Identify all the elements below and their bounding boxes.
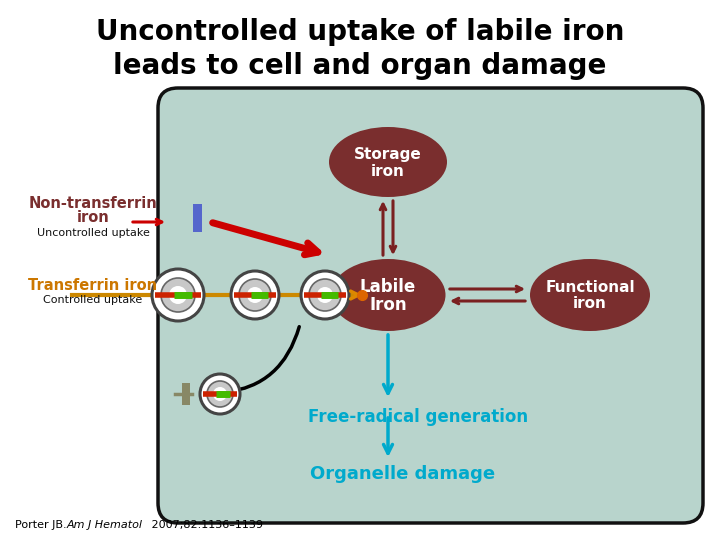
Text: Labile: Labile xyxy=(360,278,416,296)
Text: Functional: Functional xyxy=(545,280,635,294)
Text: Organelle damage: Organelle damage xyxy=(310,465,495,483)
Circle shape xyxy=(309,279,341,311)
Text: Porter JB.: Porter JB. xyxy=(15,520,70,530)
Text: Non-transferrin: Non-transferrin xyxy=(29,196,158,211)
Text: Uncontrolled uptake of labile iron: Uncontrolled uptake of labile iron xyxy=(96,18,624,46)
Circle shape xyxy=(247,287,263,303)
Circle shape xyxy=(213,387,227,401)
Bar xyxy=(193,204,202,232)
Ellipse shape xyxy=(530,259,650,331)
Bar xyxy=(182,383,190,405)
Text: Controlled uptake: Controlled uptake xyxy=(43,295,143,305)
Text: Transferrin iron: Transferrin iron xyxy=(28,278,158,293)
Text: Uncontrolled uptake: Uncontrolled uptake xyxy=(37,228,150,238)
Text: Iron: Iron xyxy=(369,296,407,314)
Text: Storage: Storage xyxy=(354,147,422,163)
Circle shape xyxy=(301,271,349,319)
Circle shape xyxy=(161,278,195,312)
Ellipse shape xyxy=(330,259,446,331)
Circle shape xyxy=(169,286,187,304)
Circle shape xyxy=(239,279,271,311)
Circle shape xyxy=(152,269,204,321)
FancyBboxPatch shape xyxy=(158,88,703,523)
Text: leads to cell and organ damage: leads to cell and organ damage xyxy=(113,52,607,80)
Circle shape xyxy=(317,287,333,303)
Ellipse shape xyxy=(329,127,447,197)
Text: 2007;82:1136–1139: 2007;82:1136–1139 xyxy=(148,520,263,530)
Circle shape xyxy=(200,374,240,414)
Circle shape xyxy=(231,271,279,319)
Circle shape xyxy=(207,381,233,407)
Text: Am J Hematol: Am J Hematol xyxy=(67,520,143,530)
Text: iron: iron xyxy=(371,164,405,179)
Text: iron: iron xyxy=(76,210,109,225)
Text: Free-radical generation: Free-radical generation xyxy=(308,408,528,426)
Text: iron: iron xyxy=(573,296,607,312)
